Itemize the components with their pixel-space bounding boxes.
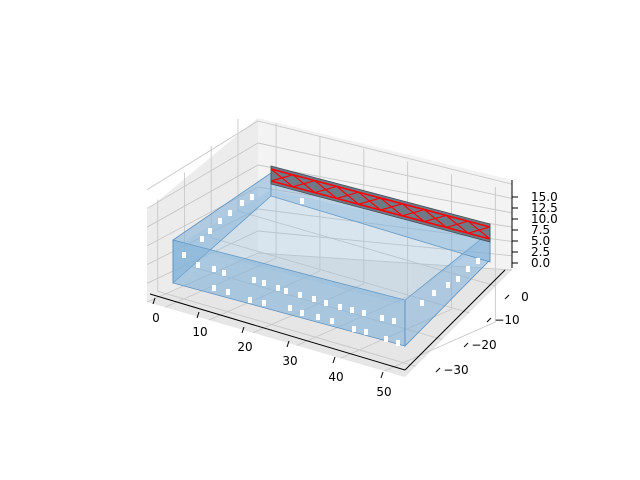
- z-axis-tick-labels: 0.02.55.07.510.012.515.0: [531, 190, 558, 270]
- window: [248, 297, 252, 303]
- window: [324, 300, 328, 306]
- window: [226, 289, 230, 295]
- y-tick-label: 0: [521, 290, 529, 304]
- window: [392, 318, 396, 324]
- y-tick-mark: [435, 367, 441, 373]
- y-tick-label: −20: [471, 338, 496, 352]
- y-tick-mark: [504, 294, 510, 300]
- window: [252, 277, 256, 283]
- window: [298, 292, 302, 298]
- window: [218, 218, 222, 224]
- truss-diagonal: [292, 180, 315, 188]
- x-tick-mark: [241, 326, 245, 334]
- x-tick-label: 10: [192, 325, 207, 339]
- z-tick-label: 15.0: [531, 190, 558, 204]
- window: [240, 200, 244, 206]
- window: [300, 310, 304, 316]
- truss-diagonal: [314, 185, 337, 194]
- y-axis-tick-labels: 0−10 −20−30: [443, 290, 528, 377]
- truss-diagonal: [467, 226, 491, 234]
- z-tick-label: 0.0: [531, 256, 550, 270]
- window: [330, 318, 334, 324]
- window: [288, 305, 292, 311]
- y-tick-label: −30: [443, 363, 468, 377]
- back-pane-right: [258, 118, 512, 270]
- z-gridline-back: [257, 142, 513, 199]
- z-tick-label: 2.5: [531, 245, 550, 259]
- x-tick-mark: [152, 297, 156, 305]
- window: [182, 252, 186, 258]
- truss-diagonal: [358, 197, 381, 205]
- truss-diagonal: [402, 209, 425, 217]
- window: [476, 258, 480, 264]
- y-tick-mark: [486, 317, 492, 323]
- y-tick-mark: [463, 342, 469, 348]
- axes: [149, 180, 518, 379]
- z-tick-label: 7.5: [531, 223, 550, 237]
- truss-diagonal: [424, 214, 447, 223]
- x-tick-mark: [196, 311, 200, 319]
- window: [432, 290, 436, 296]
- x-tick-label: 30: [282, 354, 297, 368]
- window: [212, 285, 216, 291]
- truss-diagonal: [446, 220, 469, 228]
- window: [300, 198, 304, 204]
- x-tick-mark: [380, 371, 384, 379]
- window: [262, 280, 266, 286]
- window: [364, 329, 368, 335]
- window: [208, 228, 212, 234]
- z-tick-label: 5.0: [531, 234, 550, 248]
- window: [276, 285, 280, 291]
- truss-diagonal: [270, 174, 294, 182]
- x-axis-tick-labels: 0 10 20 30 40 50: [152, 311, 391, 399]
- window: [384, 336, 388, 342]
- x-tick-label: 20: [237, 340, 252, 354]
- window: [456, 276, 460, 282]
- z-tick-label: 10.0: [531, 212, 558, 226]
- z-tick-label: 12.5: [531, 201, 558, 215]
- x-tick-label: 0: [152, 311, 160, 325]
- x-axis-line: [149, 293, 406, 371]
- y-gridline-floor: [157, 290, 416, 367]
- window: [396, 340, 400, 346]
- window: [312, 296, 316, 302]
- window: [284, 288, 288, 294]
- window: [338, 304, 342, 310]
- x-tick-label: 50: [376, 385, 391, 399]
- z-gridline-left: [146, 120, 259, 191]
- roof-truss: [270, 165, 491, 243]
- window: [380, 315, 384, 321]
- window: [196, 262, 200, 268]
- window: [262, 300, 266, 306]
- window: [250, 194, 254, 200]
- truss-diagonal: [380, 203, 403, 211]
- window: [228, 210, 232, 216]
- truss-diagonal: [336, 191, 359, 199]
- x-tick-mark: [332, 356, 336, 364]
- x-tick-mark: [286, 340, 290, 348]
- window: [316, 314, 320, 320]
- y-axis-line: [404, 269, 506, 371]
- window: [420, 300, 424, 306]
- z-gridline-back: [257, 164, 513, 214]
- window: [212, 266, 216, 272]
- window: [350, 307, 354, 313]
- y-tick-label: −10: [494, 313, 519, 327]
- window: [352, 326, 356, 332]
- window: [362, 310, 366, 316]
- window: [200, 236, 204, 242]
- window: [222, 270, 226, 276]
- z-gridline-left: [146, 142, 259, 209]
- z-gridline-back: [257, 120, 513, 185]
- z-gridline-left: [146, 164, 259, 228]
- window: [466, 266, 470, 272]
- window: [446, 282, 450, 288]
- x-tick-label: 40: [328, 370, 343, 384]
